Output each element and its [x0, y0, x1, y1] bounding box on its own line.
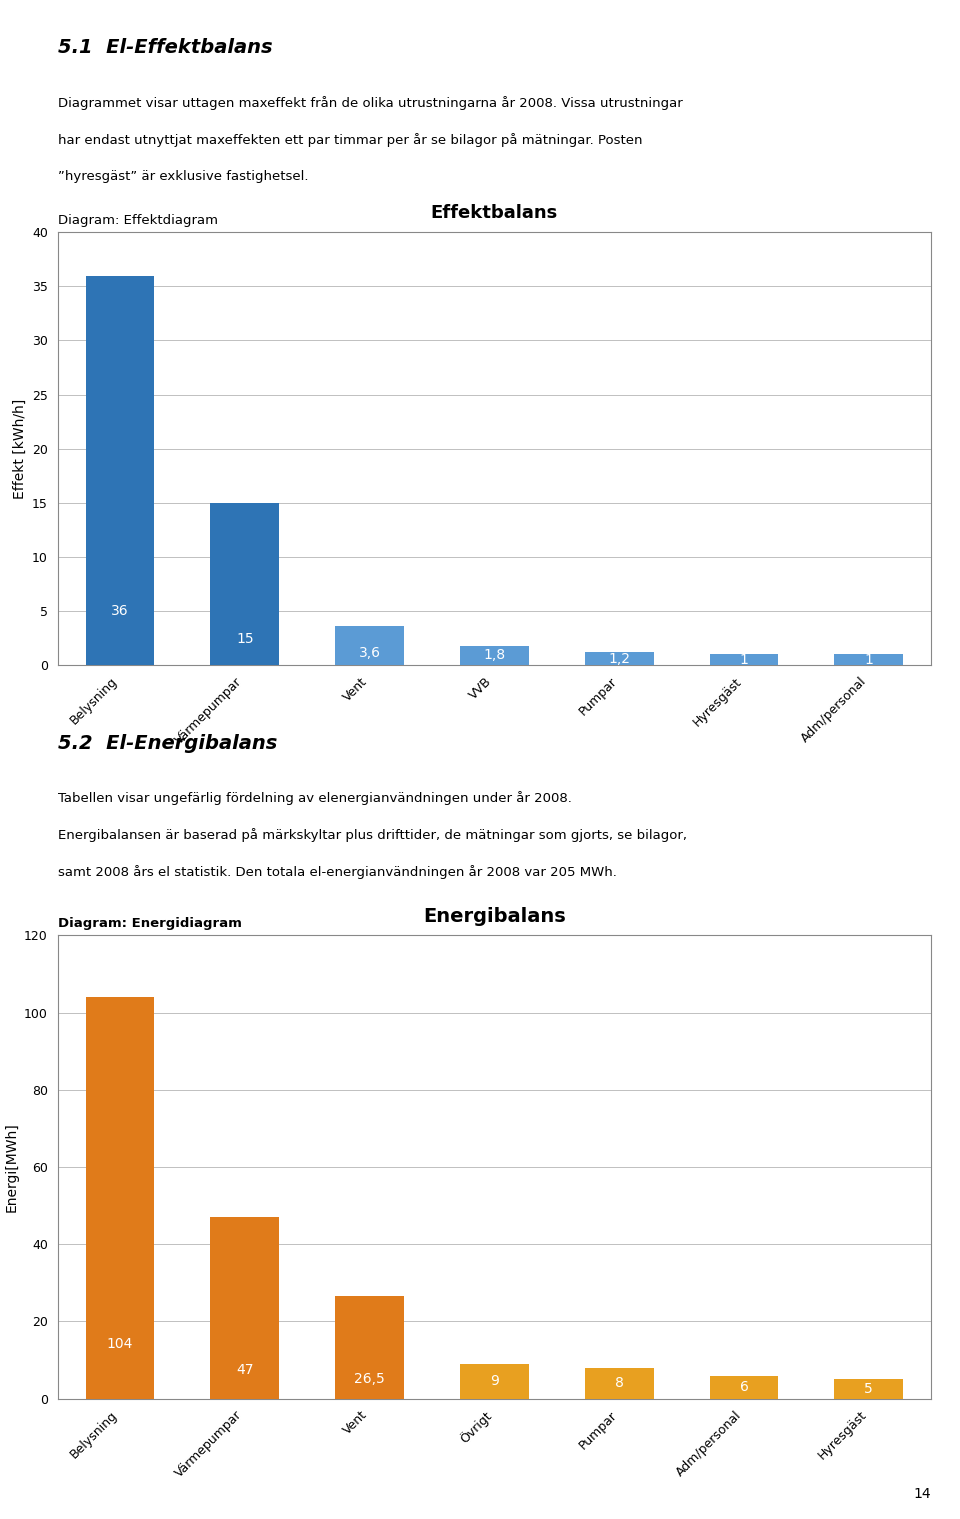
Bar [85, 275, 155, 665]
Y-axis label: Effekt [kWh/h]: Effekt [kWh/h] [12, 398, 27, 498]
Bar [834, 1379, 903, 1399]
Text: Diagram: Energidiagram: Diagram: Energidiagram [58, 917, 242, 930]
Bar [460, 1364, 529, 1399]
Title: Energibalans: Energibalans [423, 907, 565, 925]
Text: 36: 36 [111, 605, 129, 618]
Text: 1,2: 1,2 [609, 652, 630, 665]
Text: 47: 47 [236, 1363, 253, 1376]
Text: samt 2008 års el statistik. Den totala el-energianvändningen år 2008 var 205 MWh: samt 2008 års el statistik. Den totala e… [58, 864, 616, 880]
Text: Tabellen visar ungefärlig fördelning av elenergianvändningen under år 2008.: Tabellen visar ungefärlig fördelning av … [58, 791, 571, 805]
Title: Effektbalans: Effektbalans [431, 205, 558, 222]
Text: Diagrammet visar uttagen maxeffekt från de olika utrustningarna år 2008. Vissa u: Diagrammet visar uttagen maxeffekt från … [58, 96, 683, 109]
Text: 8: 8 [614, 1376, 624, 1390]
Text: 3,6: 3,6 [359, 647, 380, 661]
Text: ”hyresgäst” är exklusive fastighetsel.: ”hyresgäst” är exklusive fastighetsel. [58, 170, 308, 182]
Bar [85, 996, 155, 1399]
Bar [585, 652, 654, 665]
Bar [709, 1376, 779, 1399]
Bar [834, 655, 903, 665]
Text: 6: 6 [739, 1381, 749, 1394]
Text: 104: 104 [107, 1337, 133, 1350]
Bar [210, 1217, 279, 1399]
Text: 5: 5 [864, 1382, 874, 1396]
Text: Diagram: Effektdiagram: Diagram: Effektdiagram [58, 214, 218, 226]
Text: 15: 15 [236, 632, 253, 646]
Bar [210, 503, 279, 665]
Bar [709, 655, 779, 665]
Text: 1: 1 [864, 653, 874, 667]
Text: 5.2  El-Energibalans: 5.2 El-Energibalans [58, 734, 277, 752]
Bar [335, 1296, 404, 1399]
Text: 9: 9 [490, 1375, 499, 1388]
Text: 14: 14 [914, 1487, 931, 1501]
Text: 1,8: 1,8 [483, 649, 506, 662]
Text: 26,5: 26,5 [354, 1373, 385, 1387]
Text: Energibalansen är baserad på märkskyltar plus drifttider, de mätningar som gjort: Energibalansen är baserad på märkskyltar… [58, 828, 686, 842]
Text: 5.1  El-Effektbalans: 5.1 El-Effektbalans [58, 38, 273, 58]
Bar [335, 626, 404, 665]
Y-axis label: Energi[MWh]: Energi[MWh] [5, 1123, 18, 1212]
Bar [460, 646, 529, 665]
Bar [585, 1367, 654, 1399]
Text: har endast utnyttjat maxeffekten ett par timmar per år se bilagor på mätningar. : har endast utnyttjat maxeffekten ett par… [58, 132, 642, 146]
Text: 1: 1 [739, 653, 749, 667]
